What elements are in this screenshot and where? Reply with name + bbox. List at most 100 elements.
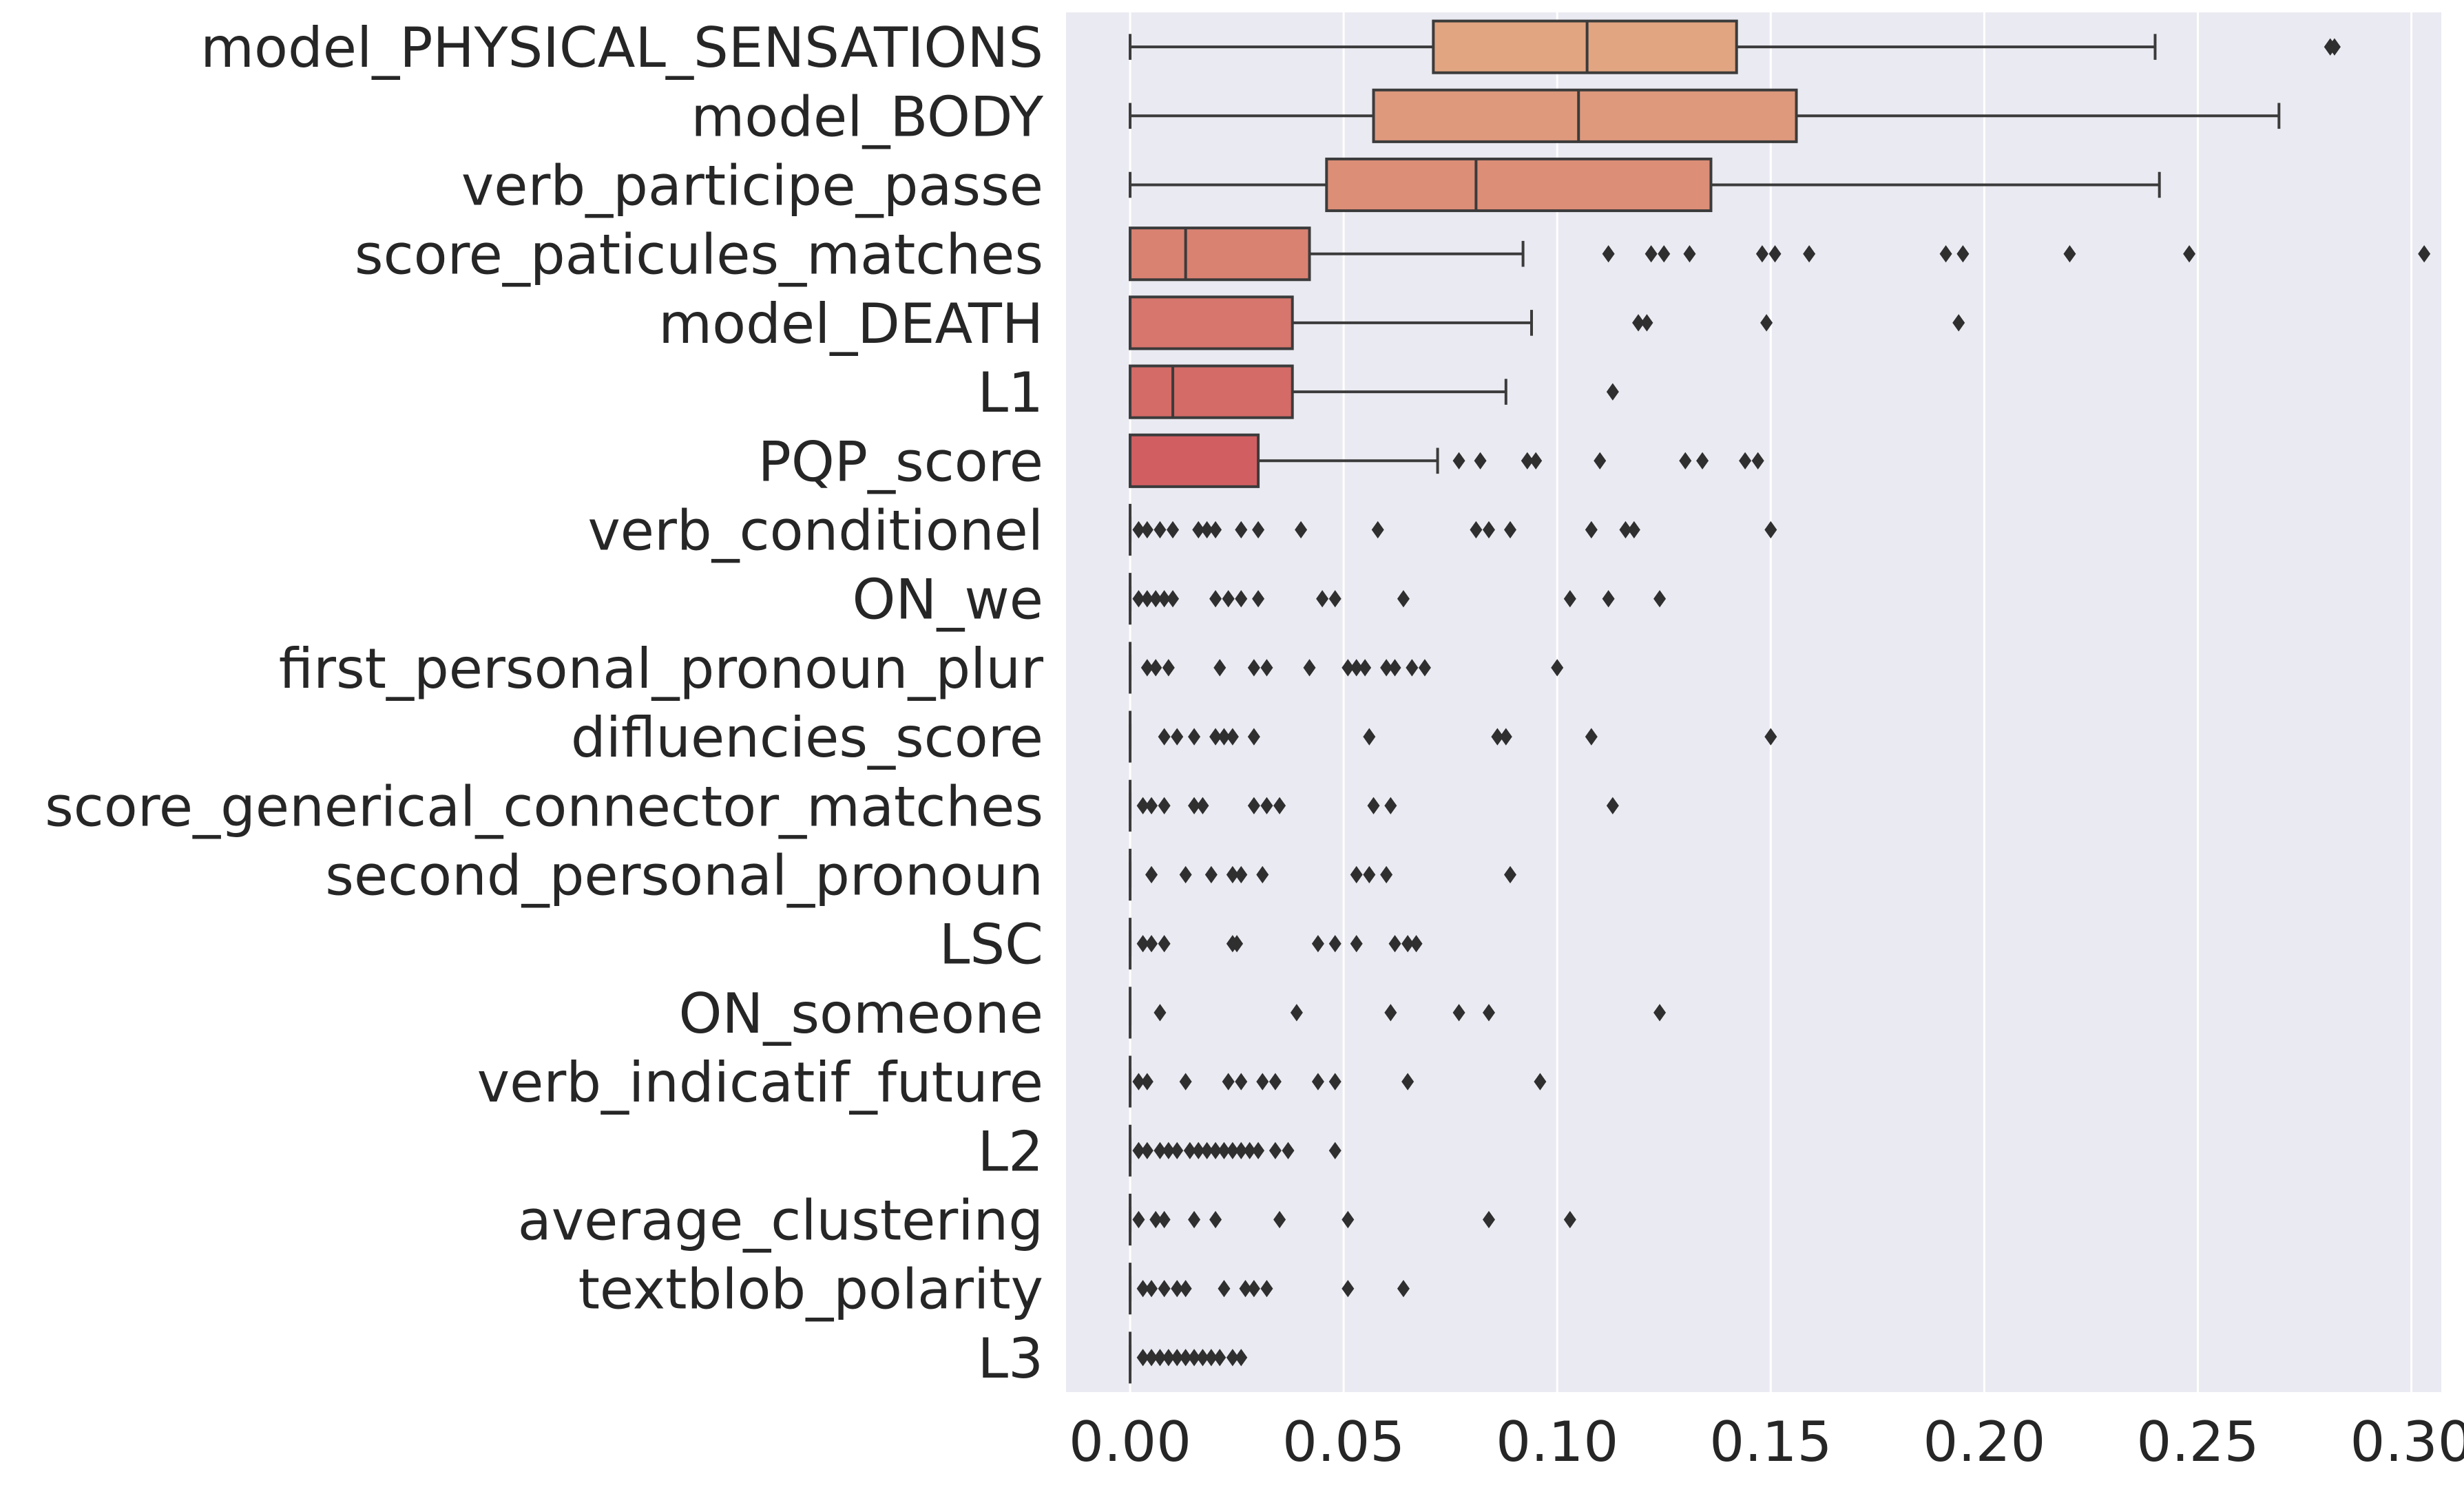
outlier-point [2328,38,2341,56]
box-group [1129,1331,1248,1384]
outlier-point [1755,245,1768,263]
outlier-point [1350,865,1363,884]
outlier-point [1226,1349,1239,1367]
outlier-point [1218,1141,1231,1159]
outlier-point [1295,520,1308,539]
outlier-point [1235,1073,1248,1091]
outlier-point [1606,797,1619,814]
outlier-point [1503,520,1516,539]
outlier-point [1260,797,1273,814]
outlier-point [1401,1073,1414,1091]
outlier-point [2063,245,2076,263]
outlier-point [1474,452,1487,470]
outlier-point [1247,797,1260,814]
outlier-point [1167,590,1180,608]
outlier-point [1273,797,1286,814]
outlier-point [1188,728,1201,746]
outlier-point [1482,1004,1495,1022]
outlier-point [1653,1004,1667,1022]
y-tick-label: verb_indicatif_future [477,1051,1043,1115]
x-tick-label: 0.25 [2136,1410,2259,1474]
outlier-point [1158,728,1171,746]
outlier-point [1140,1073,1153,1091]
outlier-point [1764,520,1777,539]
outlier-point [1384,797,1397,814]
outlier-point [1132,520,1145,539]
outlier-point [1132,1073,1145,1091]
outlier-point [1401,935,1414,953]
outlier-point [1183,1141,1196,1159]
outlier-point [1683,245,1696,263]
box-group [1129,295,1965,350]
outlier-point [1350,659,1363,677]
box-group [1129,779,1619,832]
box-iqr [1129,433,1260,488]
y-tick-label: model_PHYSICAL_SENSATIONS [200,16,1043,80]
outlier-point [1585,728,1598,746]
outlier-point [1171,1280,1184,1298]
outlier-point [1158,797,1171,814]
outlier-point [1132,590,1145,608]
outlier-point [1136,797,1149,814]
outlier-point [1136,1280,1149,1298]
outlier-point [1282,1141,1295,1159]
x-tick-label: 0.15 [1709,1410,1832,1474]
outlier-point [1367,797,1380,814]
outlier-point [1140,659,1153,677]
outlier-point [1171,1349,1184,1367]
outlier-point [1252,1141,1265,1159]
outlier-point [1256,1073,1269,1091]
outlier-point [1380,865,1393,884]
outlier-point [1188,797,1201,814]
outlier-point [1384,1004,1397,1022]
outlier-point [1328,1073,1341,1091]
outlier-point [1204,865,1218,884]
outlier-point [1226,728,1239,746]
outlier-point [1482,1210,1495,1229]
outlier-point [1341,659,1355,677]
box-iqr [1129,364,1294,419]
outlier-point [1204,1349,1218,1367]
outlier-point [1149,590,1162,608]
outlier-point [1658,245,1671,263]
outlier-point [1751,452,1764,470]
outlier-point [1482,520,1495,539]
outlier-point [1145,935,1158,953]
boxes [1129,19,2431,1384]
y-tick-label: score_paticules_matches [355,223,1043,287]
outlier-point [1380,659,1393,677]
outlier-point [1218,728,1231,746]
outlier-point [1222,590,1235,608]
outlier-point [1311,1073,1324,1091]
box-iqr [1372,88,1798,143]
y-tick-label: LSC [939,913,1043,977]
plot-background [1066,12,2441,1392]
outlier-point [1768,245,1782,263]
outlier-point [1222,1073,1235,1091]
outlier-point [1303,659,1316,677]
outlier-point [1179,1280,1192,1298]
outlier-point [1132,1141,1145,1159]
outlier-point [1179,1349,1192,1367]
outlier-point [1452,1004,1465,1022]
outlier-point [1260,659,1273,677]
outlier-point [1256,865,1269,884]
box-group [1129,88,2281,143]
outlier-point [1235,520,1248,539]
box-group [1129,157,2161,213]
box-group [1129,987,1667,1039]
outlier-point [1243,1141,1256,1159]
outlier-point [1268,1141,1282,1159]
outlier-point [1196,797,1209,814]
outlier-point [1213,659,1226,677]
outlier-point [1140,520,1153,539]
outlier-point [1200,520,1213,539]
y-tick-label: L1 [978,361,1043,425]
box-group [1129,848,1516,901]
outlier-point [1171,1141,1184,1159]
outlier-point [1209,1141,1222,1159]
outlier-point [1209,1210,1222,1229]
outlier-point [1252,520,1265,539]
outlier-point [1153,1349,1167,1367]
